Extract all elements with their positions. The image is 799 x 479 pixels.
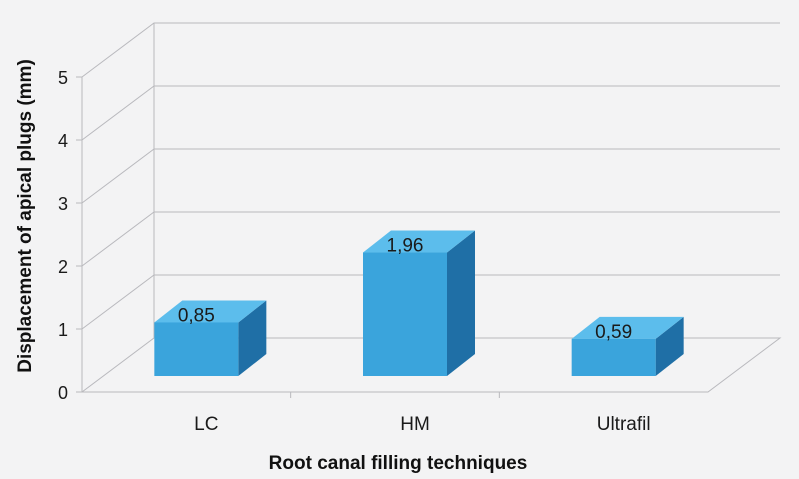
bar-lc: [154, 300, 267, 376]
bar-front: [154, 322, 239, 376]
data-labels: 0,85 1,96 0,59: [178, 236, 632, 343]
data-label-hm: 1,96: [387, 236, 424, 257]
data-label-lc: 0,85: [178, 305, 215, 326]
bar-side: [238, 300, 267, 376]
x-axis-title: Root canal filling techniques: [269, 453, 528, 474]
bars: [154, 230, 684, 376]
gridlines: [76, 22, 782, 398]
y-tick-label: 0: [58, 383, 68, 403]
bar-ultrafil: [571, 316, 684, 376]
bar-front: [363, 252, 447, 376]
gridline: [81, 274, 780, 330]
category-labels: LC HM Ultrafil: [194, 414, 650, 435]
y-tick-label: 1: [58, 320, 68, 340]
y-tick-label: 3: [58, 194, 68, 214]
gridline: [81, 148, 780, 204]
bar-side: [655, 316, 684, 376]
bar-top: [363, 230, 475, 253]
y-tick-label: 5: [58, 68, 68, 88]
gridline: [81, 22, 780, 78]
bar-hm: [363, 230, 475, 376]
bar-top: [571, 316, 684, 339]
bar-top: [154, 300, 267, 323]
bar-front: [571, 338, 656, 376]
category-label-hm: HM: [400, 414, 430, 435]
gridline: [81, 211, 780, 267]
y-axis-title: Displacement of apical plugs (mm): [15, 59, 36, 373]
y-tick-label: 4: [58, 131, 68, 151]
y-tick-labels: 0 1 2 3 4 5: [58, 68, 68, 403]
gridline: [81, 85, 780, 141]
category-label-lc: LC: [194, 414, 218, 435]
category-label-ultrafil: Ultrafil: [597, 414, 651, 435]
data-label-ultrafil: 0,59: [595, 322, 632, 343]
y-tick-label: 2: [58, 257, 68, 277]
bar-side: [447, 230, 475, 376]
